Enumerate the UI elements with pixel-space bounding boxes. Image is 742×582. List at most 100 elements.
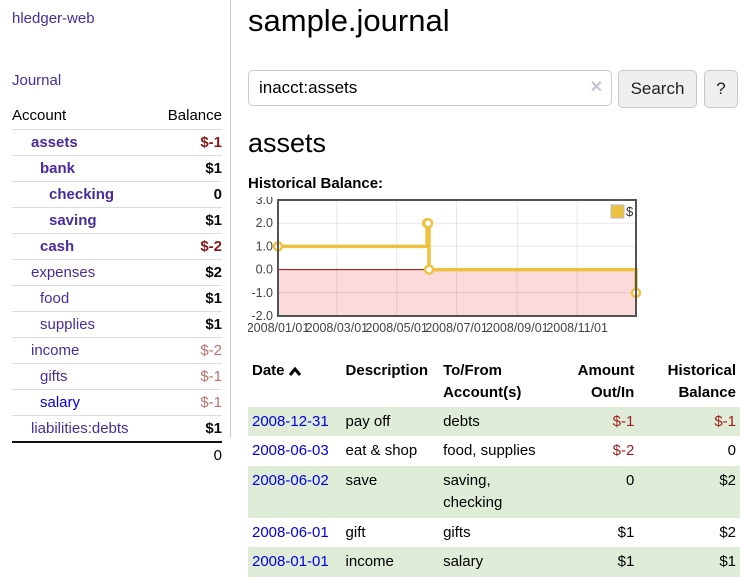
accounts-header-account: Account [12, 107, 67, 124]
account-balance: $2 [155, 259, 222, 286]
account-link[interactable]: liabilities:debts [31, 420, 129, 437]
accounts-header-balance: Balance [167, 107, 222, 124]
account-balance: $1 [155, 285, 222, 312]
account-row: checking 0 [12, 181, 222, 208]
account-row: salary $-1 [12, 389, 222, 416]
transaction-accounts: salary [443, 553, 484, 571]
transaction-row[interactable]: 2008-01-01 income salary $1 $1 [248, 547, 740, 577]
accounts-table: Account Balance assets $-1 bank $1 checking 0… [12, 103, 222, 468]
account-link[interactable]: income [31, 342, 80, 359]
y-tick-label: -2.0 [251, 309, 273, 323]
transaction-row[interactable]: 2008-06-01 gift gifts $1 $2 [248, 518, 740, 548]
transaction-row[interactable]: 2008-06-02 save saving, checking 0 $2 [248, 466, 740, 518]
page-title: sample.journal [248, 3, 450, 38]
main-content: sample.journal ✕ Search ? assets Histori… [247, 0, 742, 577]
transaction-accounts: saving, checking [443, 472, 503, 511]
y-tick-label: 3.0 [256, 197, 273, 207]
search-field-wrap: ✕ [248, 70, 612, 106]
account-link[interactable]: food [40, 290, 70, 307]
account-balance: $1 [155, 415, 222, 442]
x-tick-label: 2008/07/01 [425, 321, 488, 335]
sidebar-item-journal[interactable]: Journal [12, 72, 62, 89]
account-row: expenses $2 [12, 259, 222, 286]
account-title: assets [248, 128, 327, 158]
account-balance: $1 [155, 155, 222, 182]
account-link[interactable]: assets [31, 134, 78, 151]
account-link[interactable]: gifts [40, 368, 68, 385]
transaction-amount: $1 [617, 523, 635, 541]
txn-header-amount: Amount Out/In [577, 362, 635, 401]
search-input[interactable] [248, 70, 612, 106]
chart-canvas: $3.0 2.0 1.0 0.0 -1.0 -2.02008/01/012008/03/0… [247, 193, 642, 335]
account-balance: $-1 [155, 363, 222, 390]
transaction-amount: $-2 [612, 442, 635, 460]
account-balance: $1 [155, 207, 222, 234]
y-tick-label: 0.0 [256, 263, 273, 277]
transaction-accounts: gifts [443, 523, 471, 541]
txn-header-accounts: To/From Account(s) [443, 362, 522, 401]
account-balance: $-1 [155, 129, 222, 156]
transaction-accounts: food, supplies [443, 442, 536, 460]
y-tick-label: 1.0 [256, 239, 273, 253]
account-row: food $1 [12, 285, 222, 312]
x-tick-label: 2008/05/01 [365, 321, 428, 335]
account-balance: 0 [155, 181, 222, 208]
search-button[interactable]: Search [618, 70, 697, 108]
account-row: liabilities:debts $1 [12, 415, 222, 442]
transaction-balance: $2 [719, 472, 736, 489]
clear-search-icon[interactable]: ✕ [589, 79, 603, 96]
account-row: saving $1 [12, 207, 222, 234]
app-title-link[interactable]: hledger-web [12, 10, 95, 27]
transaction-description: income [345, 553, 394, 571]
account-link[interactable]: expenses [31, 264, 96, 281]
sidebar: hledger-web Journal Account Balance asse… [0, 0, 231, 468]
transaction-date-link[interactable]: 2008-06-02 [252, 472, 329, 489]
transaction-description: eat & shop [345, 442, 418, 460]
transaction-row[interactable]: 2008-06-03 eat & shop food, supplies $-2 0 [248, 436, 740, 466]
account-row: bank $1 [12, 155, 222, 182]
account-balance: $1 [155, 311, 222, 338]
x-tick-label: 2008/03/01 [306, 321, 369, 335]
accounts-total: 0 [155, 441, 222, 468]
txn-header-date[interactable]: Date [248, 357, 342, 407]
transaction-date-link[interactable]: 2008-06-01 [252, 523, 329, 541]
transaction-balance: $-1 [714, 412, 736, 430]
transaction-amount: 0 [625, 472, 635, 489]
transaction-date-link[interactable]: 2008-12-31 [252, 412, 329, 430]
transactions-table: Date Description To/From Account(s) Amou… [248, 357, 740, 577]
y-tick-label: 2.0 [256, 216, 273, 230]
account-link[interactable]: saving [49, 212, 97, 229]
search-help-button[interactable]: ? [704, 70, 738, 108]
transaction-description: pay off [345, 412, 391, 430]
account-link[interactable]: bank [40, 160, 76, 177]
txn-header-balance: Historical Balance [667, 362, 736, 401]
account-link[interactable]: salary [40, 394, 81, 411]
search-form: ✕ Search ? [248, 70, 742, 108]
transaction-row[interactable]: 2008-12-31 pay off debts $-1 $-1 [248, 406, 740, 437]
account-balance: $-2 [155, 337, 222, 364]
transaction-balance: $1 [719, 553, 736, 571]
y-tick-label: -1.0 [251, 286, 273, 300]
account-link[interactable]: checking [49, 186, 115, 203]
transaction-date-link[interactable]: 2008-01-01 [252, 553, 329, 571]
account-row: gifts $-1 [12, 363, 222, 390]
x-tick-label: 2008/11/01 [546, 321, 608, 335]
account-row: income $-2 [12, 337, 222, 364]
x-tick-label: 2008/01/01 [248, 321, 309, 335]
historical-balance-chart[interactable]: $3.0 2.0 1.0 0.0 -1.0 -2.0 2008/01/01 2008/03/0… [247, 193, 648, 339]
chart-section-label: Historical Balance: [248, 175, 384, 192]
transaction-amount: $1 [617, 553, 635, 571]
account-link[interactable]: cash [40, 238, 75, 255]
account-balance: $-1 [155, 389, 222, 416]
x-tick-label: 2008/09/01 [486, 321, 549, 335]
sort-ascending-icon [288, 361, 301, 383]
account-link[interactable]: supplies [40, 316, 96, 333]
transaction-date-link[interactable]: 2008-06-03 [252, 442, 329, 460]
transaction-accounts: debts [443, 412, 480, 430]
account-row: supplies $1 [12, 311, 222, 338]
transaction-balance: $2 [719, 523, 736, 541]
transaction-balance: 0 [727, 442, 736, 460]
account-balance: $-2 [155, 233, 222, 260]
transaction-amount: $-1 [612, 412, 635, 430]
transaction-description: save [345, 472, 378, 489]
